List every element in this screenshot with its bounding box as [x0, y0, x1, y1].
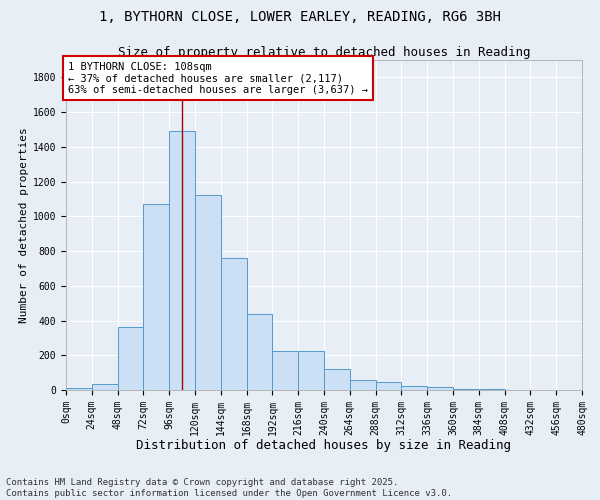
Bar — [118, 328, 143, 390]
Bar — [92, 384, 118, 390]
Bar — [272, 351, 298, 390]
Text: 1 BYTHORN CLOSE: 108sqm
← 37% of detached houses are smaller (2,117)
63% of semi: 1 BYTHORN CLOSE: 108sqm ← 37% of detache… — [68, 62, 368, 95]
Bar — [221, 258, 247, 390]
Bar — [350, 380, 376, 390]
Bar — [66, 388, 92, 390]
Bar — [298, 351, 324, 390]
X-axis label: Distribution of detached houses by size in Reading: Distribution of detached houses by size … — [137, 439, 511, 452]
Bar — [401, 386, 427, 390]
Bar — [169, 131, 195, 390]
Title: Size of property relative to detached houses in Reading: Size of property relative to detached ho… — [118, 46, 530, 59]
Bar — [453, 389, 479, 390]
Bar — [195, 194, 221, 390]
Bar — [143, 204, 169, 390]
Bar — [376, 382, 401, 390]
Bar — [324, 369, 350, 390]
Text: Contains HM Land Registry data © Crown copyright and database right 2025.
Contai: Contains HM Land Registry data © Crown c… — [6, 478, 452, 498]
Bar — [247, 314, 272, 390]
Text: 1, BYTHORN CLOSE, LOWER EARLEY, READING, RG6 3BH: 1, BYTHORN CLOSE, LOWER EARLEY, READING,… — [99, 10, 501, 24]
Bar — [427, 388, 453, 390]
Y-axis label: Number of detached properties: Number of detached properties — [19, 127, 29, 323]
